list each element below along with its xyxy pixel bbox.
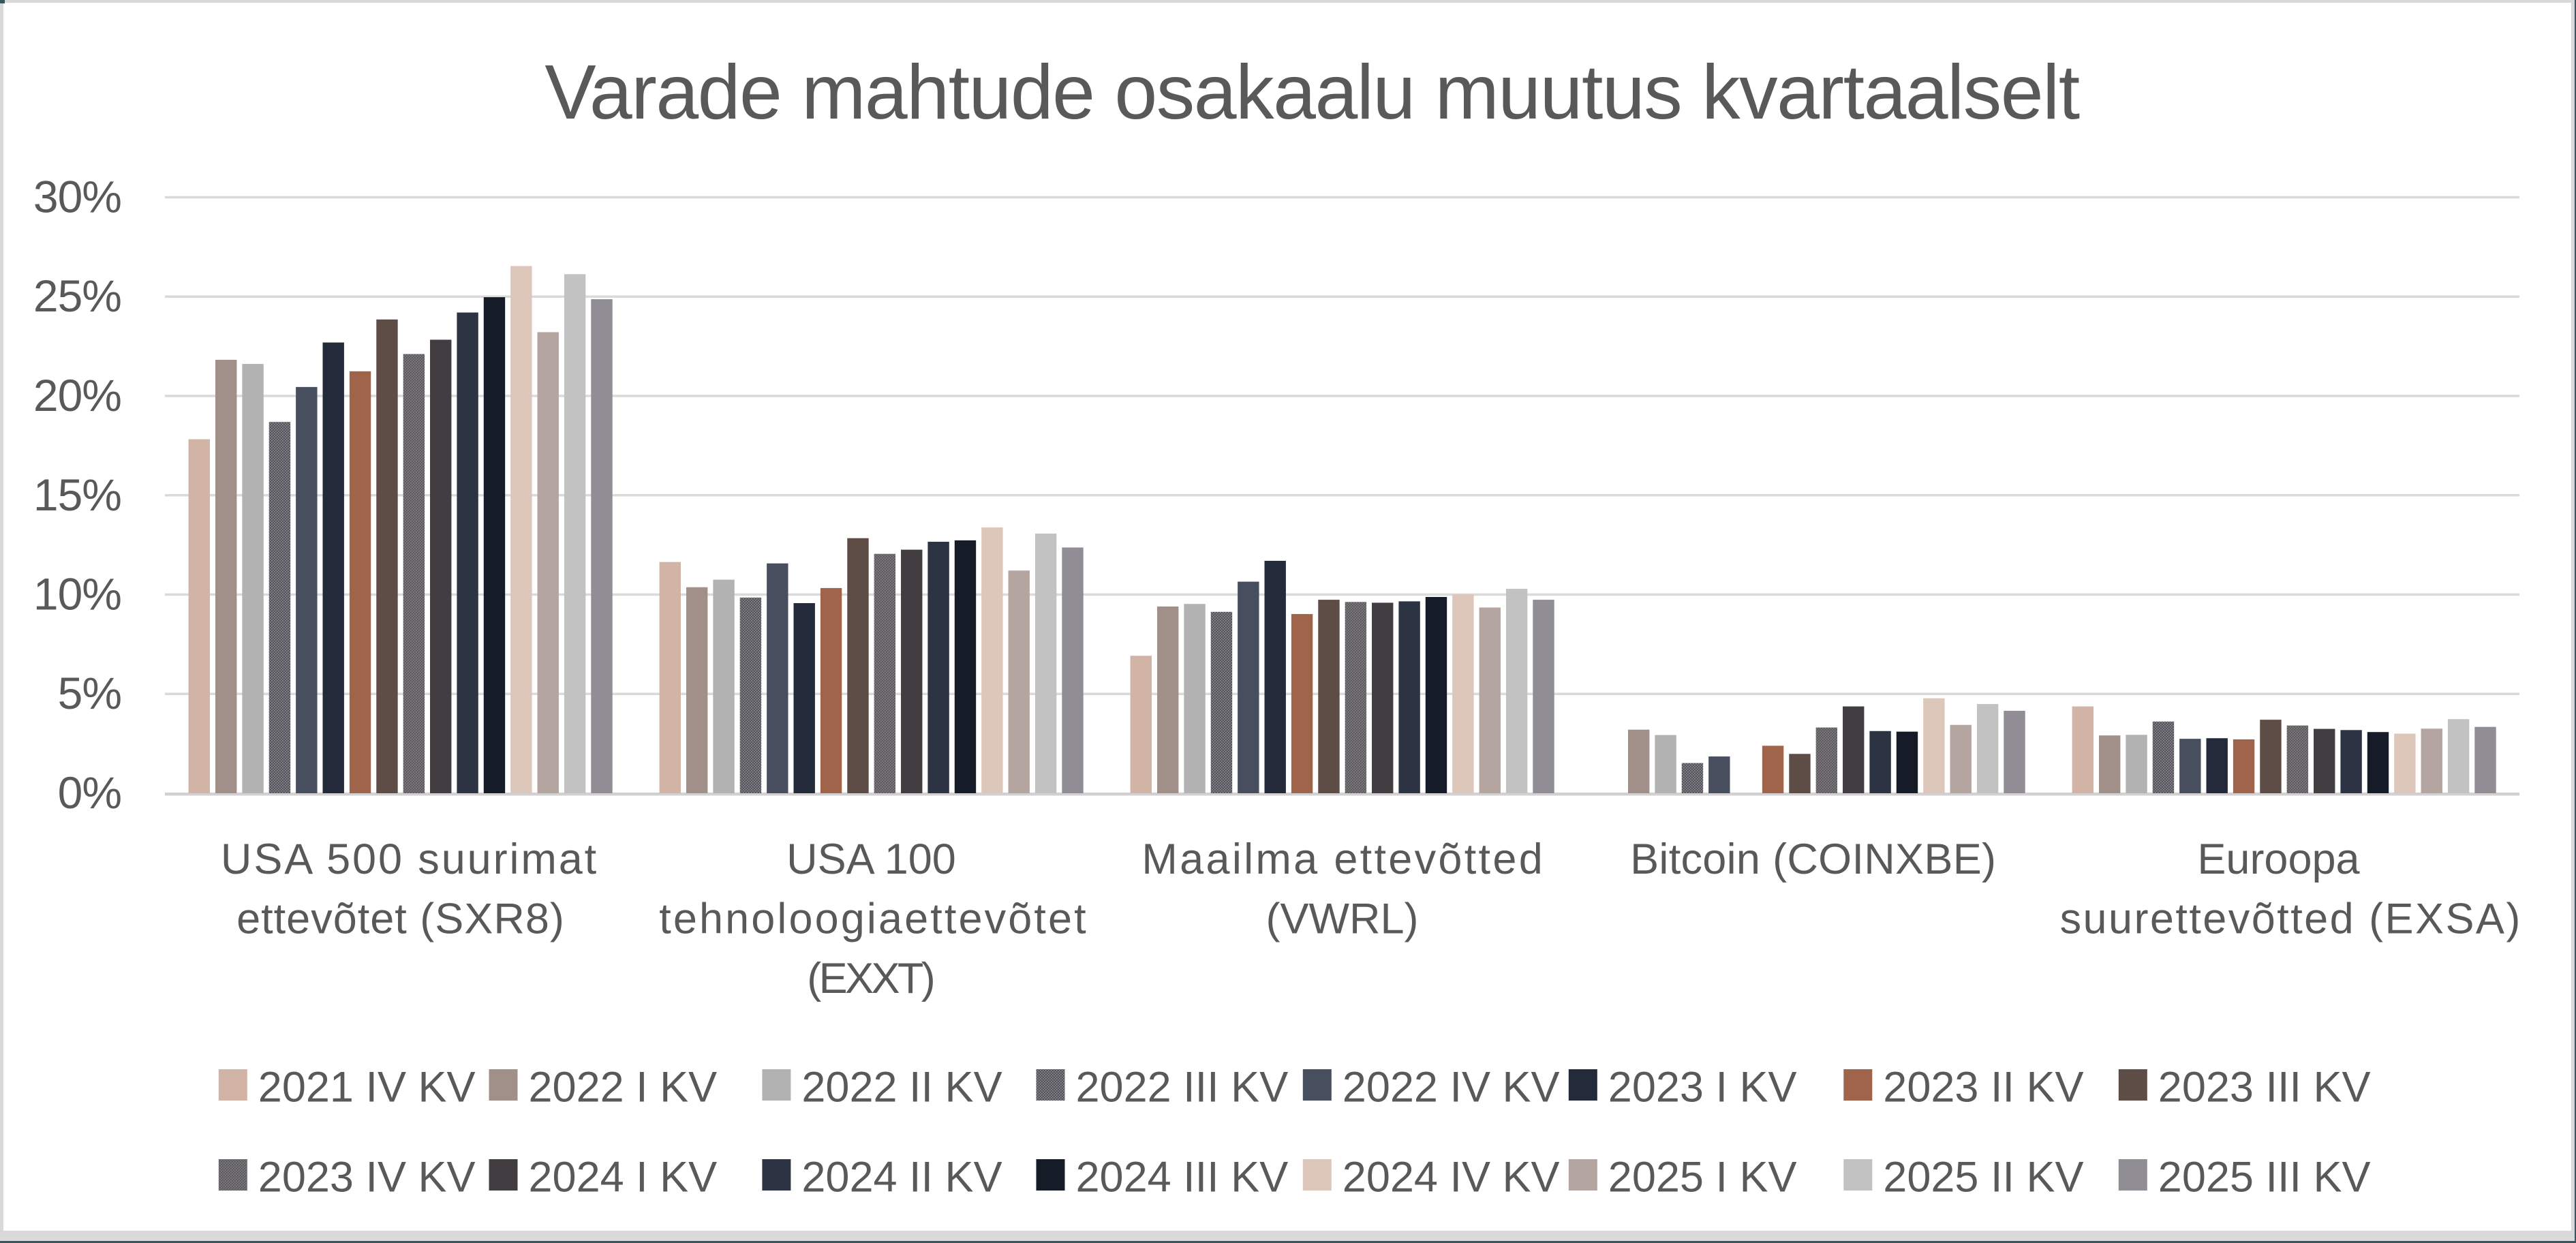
svg-text:Bitcoin (COINXBE): Bitcoin (COINXBE) xyxy=(1630,835,1996,883)
svg-text:ettevõtet (SXR8): ettevõtet (SXR8) xyxy=(236,895,565,942)
svg-text:tehnoloogiaettevõtet: tehnoloogiaettevõtet xyxy=(659,895,1088,942)
svg-text:USA 500 suurimat: USA 500 suurimat xyxy=(221,835,598,883)
svg-text:0%: 0% xyxy=(58,767,121,818)
svg-text:30%: 30% xyxy=(33,172,121,222)
svg-text:10%: 10% xyxy=(33,569,121,619)
svg-text:(VWRL): (VWRL) xyxy=(1266,895,1419,942)
svg-text:2022 IV KV: 2022 IV KV xyxy=(1343,1064,1560,1111)
svg-text:2023 III KV: 2023 III KV xyxy=(2158,1064,2371,1111)
svg-text:Varade mahtude osakaalu muutus: Varade mahtude osakaalu muutus kvartaals… xyxy=(545,49,2079,135)
svg-text:15%: 15% xyxy=(33,470,121,520)
svg-text:2024 II KV: 2024 II KV xyxy=(801,1154,1002,1201)
svg-text:USA 100: USA 100 xyxy=(786,835,956,883)
svg-text:2022 III KV: 2022 III KV xyxy=(1076,1064,1289,1111)
svg-text:Maailma ettevõtted: Maailma ettevõtted xyxy=(1141,835,1545,883)
svg-text:2023 II KV: 2023 II KV xyxy=(1883,1064,2083,1111)
svg-text:2022 I KV: 2022 I KV xyxy=(529,1064,718,1111)
svg-text:2024 III KV: 2024 III KV xyxy=(1076,1154,1289,1201)
svg-text:2023 I KV: 2023 I KV xyxy=(1608,1064,1797,1111)
svg-text:20%: 20% xyxy=(33,370,121,420)
svg-text:25%: 25% xyxy=(33,271,121,321)
svg-text:2024 I KV: 2024 I KV xyxy=(529,1154,718,1201)
svg-text:2024 IV KV: 2024 IV KV xyxy=(1343,1154,1560,1201)
svg-text:Euroopa: Euroopa xyxy=(2197,835,2360,883)
svg-text:2022 II KV: 2022 II KV xyxy=(801,1064,1002,1111)
svg-text:2025 II KV: 2025 II KV xyxy=(1883,1154,2083,1201)
svg-text:(EXXT): (EXXT) xyxy=(807,955,934,1002)
svg-text:2021 IV KV: 2021 IV KV xyxy=(258,1064,476,1111)
svg-text:2025 I KV: 2025 I KV xyxy=(1608,1154,1797,1201)
svg-text:2025 III KV: 2025 III KV xyxy=(2158,1154,2371,1201)
svg-text:5%: 5% xyxy=(58,668,121,718)
svg-text:suurettevõtted (EXSA): suurettevõtted (EXSA) xyxy=(2060,895,2522,942)
svg-text:2023 IV KV: 2023 IV KV xyxy=(258,1154,476,1201)
